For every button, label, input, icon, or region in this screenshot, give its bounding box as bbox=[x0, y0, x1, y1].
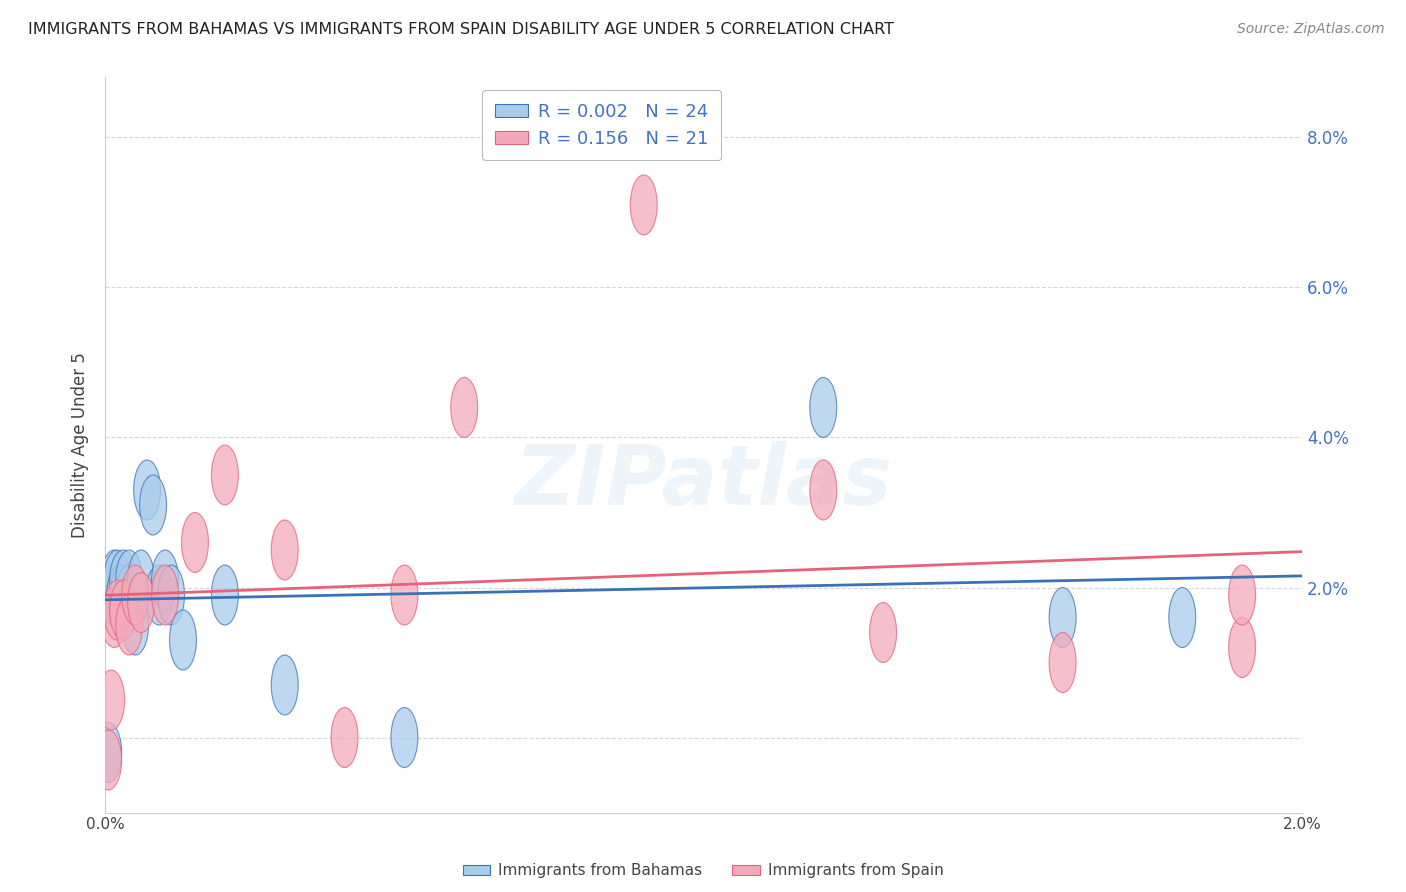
Text: ZIPatlas: ZIPatlas bbox=[515, 442, 893, 522]
Ellipse shape bbox=[181, 513, 208, 573]
Ellipse shape bbox=[110, 550, 136, 610]
Ellipse shape bbox=[110, 565, 136, 625]
Ellipse shape bbox=[122, 595, 149, 655]
Ellipse shape bbox=[115, 550, 142, 610]
Ellipse shape bbox=[101, 588, 128, 648]
Ellipse shape bbox=[391, 565, 418, 625]
Ellipse shape bbox=[451, 377, 478, 437]
Ellipse shape bbox=[104, 580, 131, 640]
Legend: R = 0.002   N = 24, R = 0.156   N = 21: R = 0.002 N = 24, R = 0.156 N = 21 bbox=[482, 90, 721, 161]
Ellipse shape bbox=[391, 707, 418, 767]
Ellipse shape bbox=[810, 460, 837, 520]
Ellipse shape bbox=[98, 565, 125, 625]
Ellipse shape bbox=[128, 573, 155, 632]
Ellipse shape bbox=[271, 655, 298, 715]
Y-axis label: Disability Age Under 5: Disability Age Under 5 bbox=[72, 352, 89, 538]
Ellipse shape bbox=[157, 565, 184, 625]
Ellipse shape bbox=[810, 377, 837, 437]
Ellipse shape bbox=[139, 475, 166, 535]
Ellipse shape bbox=[1049, 588, 1076, 648]
Text: IMMIGRANTS FROM BAHAMAS VS IMMIGRANTS FROM SPAIN DISABILITY AGE UNDER 5 CORRELAT: IMMIGRANTS FROM BAHAMAS VS IMMIGRANTS FR… bbox=[28, 22, 894, 37]
Ellipse shape bbox=[146, 565, 173, 625]
Ellipse shape bbox=[98, 670, 125, 730]
Ellipse shape bbox=[870, 602, 897, 663]
Ellipse shape bbox=[630, 175, 657, 235]
Ellipse shape bbox=[94, 730, 122, 790]
Ellipse shape bbox=[101, 550, 128, 610]
Ellipse shape bbox=[211, 445, 239, 505]
Ellipse shape bbox=[1229, 565, 1256, 625]
Ellipse shape bbox=[101, 565, 128, 625]
Ellipse shape bbox=[110, 580, 136, 640]
Ellipse shape bbox=[94, 723, 122, 782]
Ellipse shape bbox=[152, 550, 179, 610]
Ellipse shape bbox=[330, 707, 359, 767]
Ellipse shape bbox=[115, 595, 142, 655]
Ellipse shape bbox=[122, 565, 149, 625]
Ellipse shape bbox=[152, 565, 179, 625]
Ellipse shape bbox=[134, 460, 160, 520]
Ellipse shape bbox=[1049, 632, 1076, 692]
Ellipse shape bbox=[1229, 617, 1256, 678]
Ellipse shape bbox=[128, 550, 155, 610]
Legend: Immigrants from Bahamas, Immigrants from Spain: Immigrants from Bahamas, Immigrants from… bbox=[457, 857, 949, 884]
Ellipse shape bbox=[107, 565, 134, 625]
Ellipse shape bbox=[170, 610, 197, 670]
Text: Source: ZipAtlas.com: Source: ZipAtlas.com bbox=[1237, 22, 1385, 37]
Ellipse shape bbox=[1168, 588, 1195, 648]
Ellipse shape bbox=[115, 565, 142, 625]
Ellipse shape bbox=[104, 550, 131, 610]
Ellipse shape bbox=[211, 565, 239, 625]
Ellipse shape bbox=[271, 520, 298, 580]
